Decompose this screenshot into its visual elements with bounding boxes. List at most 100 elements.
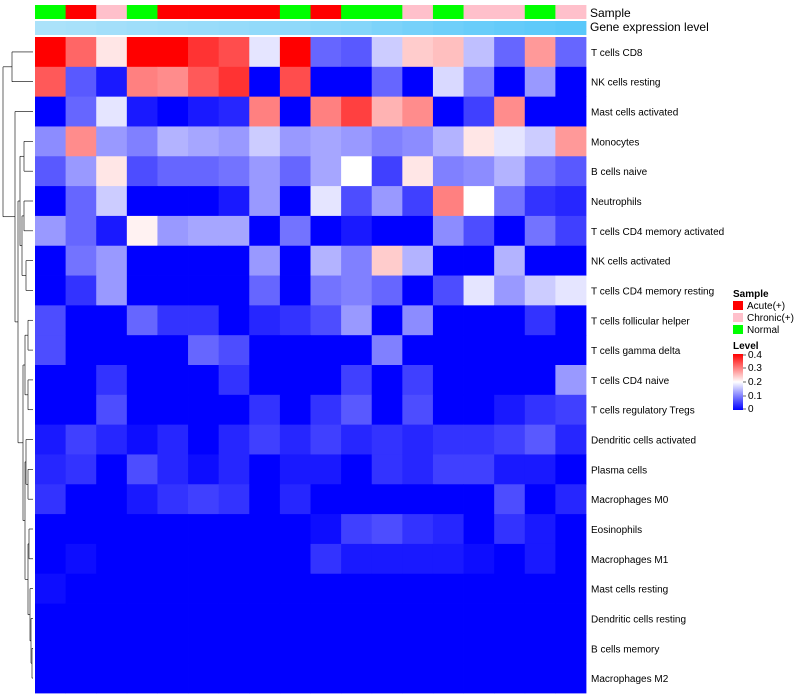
heatmap-cell — [249, 424, 281, 455]
heatmap-cell — [218, 335, 250, 366]
heatmap-cell — [65, 663, 97, 694]
heatmap-cell — [341, 394, 373, 426]
heatmap-cell — [65, 66, 97, 98]
heatmap-cell — [65, 245, 97, 276]
heatmap-cell — [402, 37, 434, 68]
heatmap-cell — [402, 633, 434, 664]
heatmap-cell — [524, 96, 556, 127]
heatmap-cell — [432, 484, 464, 515]
heatmap-cell — [249, 335, 281, 366]
heatmap-cell — [371, 66, 403, 98]
heatmap-cell — [555, 603, 587, 634]
sample-annotation-cell — [432, 5, 464, 19]
heatmap-cell — [279, 245, 311, 276]
heatmap-cell — [432, 37, 464, 68]
heatmap-cell — [96, 245, 128, 276]
heatmap-cell — [35, 37, 67, 68]
heatmap-cell — [463, 424, 495, 455]
expression-annotation-cell — [279, 21, 311, 35]
heatmap-cell — [96, 66, 128, 98]
heatmap-cell — [524, 156, 556, 187]
heatmap-cell — [463, 96, 495, 127]
row-labels: T cells CD8 NK cells resting Mast cells ac… — [591, 48, 724, 685]
heatmap-cell — [432, 335, 464, 366]
heatmap-cell — [126, 573, 158, 604]
heatmap-cell — [65, 156, 97, 187]
annotation-label-expression: Gene expression level — [590, 20, 709, 34]
expression-annotation-cell — [249, 21, 281, 35]
heatmap-cell — [35, 573, 67, 604]
heatmap-cell — [188, 305, 220, 336]
row-label: T cells CD4 memory activated — [591, 227, 724, 238]
heatmap-cell — [249, 573, 281, 604]
legend-label-chronic: Chronic(+) — [747, 313, 794, 324]
heatmap-cell — [279, 365, 311, 396]
heatmap-cell — [402, 305, 434, 336]
heatmap-cell — [494, 484, 526, 515]
heatmap-cell — [463, 66, 495, 98]
heatmap-cell — [371, 215, 403, 247]
heatmap-cell — [249, 305, 281, 336]
heatmap-cell — [35, 96, 67, 127]
heatmap-cell — [341, 543, 373, 575]
heatmap-cell — [371, 96, 403, 127]
heatmap-cell — [432, 186, 464, 217]
heatmap-cell — [494, 543, 526, 575]
expression-annotation-cell — [218, 21, 250, 35]
legend-level-tick-label: 0 — [748, 404, 754, 415]
heatmap-cell — [35, 186, 67, 217]
heatmap-cell — [341, 245, 373, 276]
heatmap-cell — [157, 365, 189, 396]
heatmap-cell — [341, 484, 373, 515]
heatmap-cell — [402, 573, 434, 604]
row-label: Mast cells resting — [591, 585, 668, 596]
heatmap-cell — [555, 335, 587, 366]
heatmap-cell — [96, 156, 128, 187]
heatmap-cell — [310, 37, 342, 68]
heatmap-cell — [126, 543, 158, 575]
row-label: T cells gamma delta — [591, 346, 681, 357]
heatmap-cell — [157, 275, 189, 306]
heatmap-cell — [463, 126, 495, 157]
heatmap-cell — [310, 96, 342, 127]
heatmap-cell — [494, 275, 526, 306]
heatmap-cell — [402, 484, 434, 515]
heatmap-cell — [310, 514, 342, 545]
heatmap-cell — [524, 484, 556, 515]
heatmap-cell — [218, 573, 250, 604]
row-label: T cells CD4 memory resting — [591, 286, 714, 297]
heatmap-cell — [35, 215, 67, 247]
heatmap-cell — [402, 275, 434, 306]
heatmap-cell — [494, 96, 526, 127]
heatmap-cell — [341, 96, 373, 127]
heatmap-cell — [249, 66, 281, 98]
heatmap-cell — [463, 335, 495, 366]
heatmap-cell — [35, 335, 67, 366]
heatmap-cell — [157, 514, 189, 545]
heatmap-cell — [555, 66, 587, 98]
heatmap-cell — [432, 424, 464, 455]
heatmap-cell — [341, 215, 373, 247]
heatmap-cell — [432, 514, 464, 545]
sample-annotation-cell — [35, 5, 67, 19]
heatmap-cell — [310, 215, 342, 247]
heatmap-cell — [371, 424, 403, 455]
heatmap-cell — [432, 215, 464, 247]
heatmap-cell — [218, 275, 250, 306]
heatmap-cell — [463, 633, 495, 664]
heatmap-cell — [555, 454, 587, 485]
heatmap-cell — [341, 305, 373, 336]
heatmap-cell — [463, 543, 495, 575]
heatmap-cell — [341, 365, 373, 396]
heatmap-cell — [494, 305, 526, 336]
heatmap-cell — [524, 305, 556, 336]
heatmap-cell — [494, 245, 526, 276]
heatmap-cell — [188, 573, 220, 604]
row-label: T cells CD4 naive — [591, 376, 670, 387]
heatmap-cell — [371, 305, 403, 336]
heatmap-cell — [555, 215, 587, 247]
heatmap-cell — [371, 126, 403, 157]
heatmap-cell — [371, 603, 403, 634]
legend-level-tick-label: 0.2 — [748, 377, 762, 388]
heatmap-cell — [279, 454, 311, 485]
